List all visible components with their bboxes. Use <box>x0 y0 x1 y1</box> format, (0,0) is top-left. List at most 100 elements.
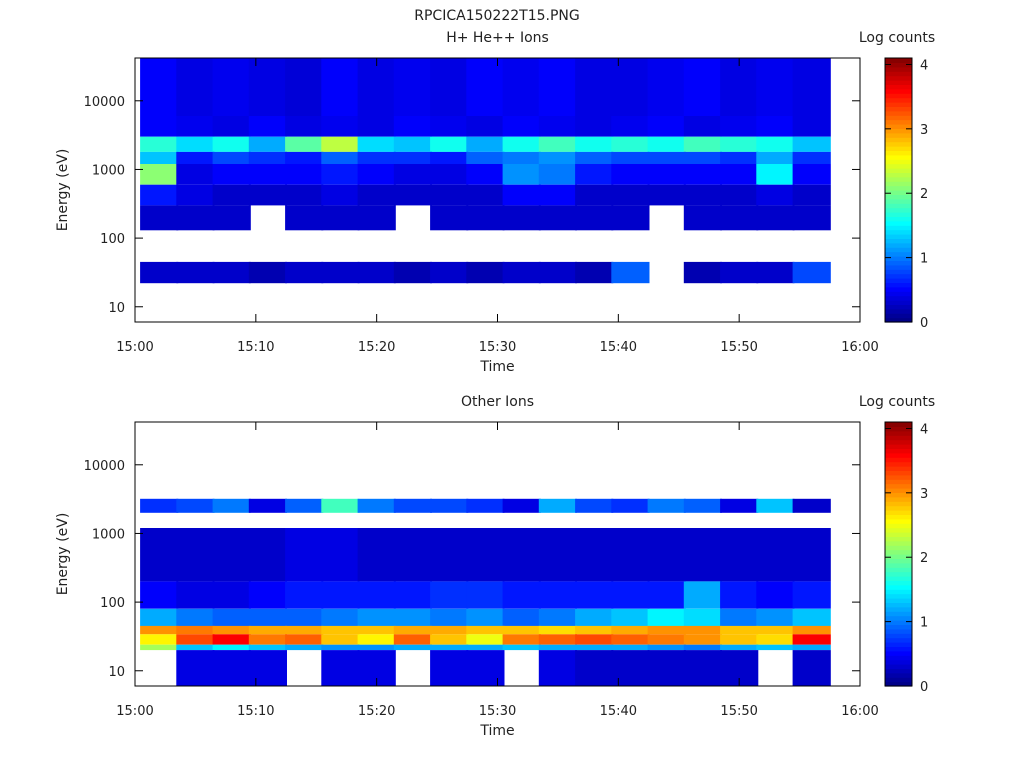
heatmap-cell <box>575 644 614 651</box>
heatmap-cell <box>792 136 831 152</box>
colorbar-segment <box>885 444 912 449</box>
colorbar-segment <box>885 571 912 577</box>
colorbar-segment <box>885 620 912 625</box>
heatmap-cell <box>212 650 251 686</box>
heatmap-cell <box>683 58 722 116</box>
colorbar-segment <box>885 536 912 542</box>
heatmap-cell <box>683 650 722 686</box>
heatmap-cell <box>140 261 179 284</box>
heatmap-cell <box>357 634 396 645</box>
heatmap-cell <box>393 136 432 152</box>
heatmap-cell <box>248 625 287 635</box>
colorbar-segment <box>885 466 912 471</box>
heatmap-cell <box>176 644 215 651</box>
heatmap-cell <box>430 116 469 137</box>
heatmap-cell <box>647 58 686 116</box>
heatmap-cell <box>502 608 541 626</box>
heatmap-cell <box>176 58 215 116</box>
heatmap-cell <box>466 136 505 152</box>
heatmap-cell <box>430 164 469 185</box>
colorbar-frame <box>884 421 913 687</box>
colorbar-segment <box>885 501 912 507</box>
colorbar-label: Log counts <box>859 30 935 46</box>
heatmap-cell <box>321 498 360 513</box>
colorbar-segment <box>885 672 912 678</box>
heatmap-cell <box>430 634 469 645</box>
heatmap-cell <box>357 136 396 152</box>
colorbar-segment <box>885 238 912 244</box>
heatmap-cell <box>212 625 251 635</box>
colorbar-segment <box>885 269 912 275</box>
heatmap-cell <box>611 644 650 651</box>
colorbar-segment <box>885 576 912 581</box>
heatmap-cell <box>792 581 831 609</box>
heatmap-cell <box>466 151 505 164</box>
heatmap-cell <box>647 498 686 513</box>
heatmap-cell <box>502 58 541 116</box>
x-tick-label: 16:00 <box>841 340 878 355</box>
colorbar-segment <box>885 225 912 231</box>
colorbar-segment <box>885 584 912 590</box>
heatmap-cell <box>720 205 759 231</box>
heatmap-cell <box>357 528 396 582</box>
heatmap-cell <box>575 136 614 152</box>
heatmap-cell <box>140 625 179 635</box>
heatmap-cell <box>393 116 432 137</box>
heatmap-cell <box>611 184 650 206</box>
heatmap-cell <box>466 625 505 635</box>
y-tick-label: 10000 <box>84 459 125 474</box>
colorbar-segment <box>885 659 912 665</box>
colorbar-segment <box>885 598 912 603</box>
heatmap-cell <box>212 164 251 185</box>
colorbar-segment <box>885 668 912 674</box>
colorbar-segment <box>885 106 912 112</box>
y-axis-label: Energy (eV) <box>55 149 71 232</box>
heatmap-cell <box>357 184 396 206</box>
heatmap-cell <box>792 116 831 137</box>
colorbar-segment <box>885 633 912 639</box>
heatmap-cell <box>683 528 722 582</box>
colorbar-segment <box>885 646 912 652</box>
x-tick-label: 15:20 <box>358 340 395 355</box>
heatmap-cell <box>683 205 722 231</box>
colorbar-tick-label: 2 <box>920 551 928 566</box>
heatmap-cell <box>248 116 287 137</box>
y-tick-label: 10 <box>108 301 125 316</box>
heatmap-cell <box>176 205 215 231</box>
colorbar-segment <box>885 176 912 182</box>
heatmap-cell <box>140 634 179 645</box>
colorbar-segment <box>885 286 912 292</box>
heatmap-cell <box>430 205 469 231</box>
heatmap-cell <box>430 58 469 116</box>
heatmap-cell <box>538 58 577 116</box>
heatmap-cell <box>647 644 686 651</box>
colorbar-segment <box>885 545 912 551</box>
heatmap-cell <box>683 581 722 609</box>
heatmap-cell <box>538 151 577 164</box>
heatmap-cell <box>683 498 722 513</box>
heatmap-cell <box>720 528 759 582</box>
heatmap-cell <box>357 164 396 185</box>
heatmap-cell <box>357 625 396 635</box>
heatmap-cell <box>575 528 614 582</box>
heatmap-cell <box>756 634 795 645</box>
heatmap-cell <box>611 581 650 609</box>
colorbar-segment <box>885 115 912 121</box>
heatmap-cell <box>466 116 505 137</box>
heatmap-cell <box>756 164 795 185</box>
x-tick-label: 15:40 <box>600 704 637 719</box>
heatmap-cell <box>611 58 650 116</box>
heatmap-cell <box>176 634 215 645</box>
heatmap-cell <box>575 116 614 137</box>
heatmap-cell <box>756 58 795 116</box>
heatmap-cell <box>393 644 432 651</box>
heatmap-cell <box>357 261 396 284</box>
heatmap-cell <box>611 625 650 635</box>
heatmap-cell <box>430 608 469 626</box>
heatmap-cell <box>176 261 215 284</box>
colorbar-tick-label: 1 <box>920 616 928 631</box>
colorbar-segment <box>885 523 912 529</box>
heatmap-cell <box>683 644 722 651</box>
colorbar-tick-label: 0 <box>920 680 928 695</box>
